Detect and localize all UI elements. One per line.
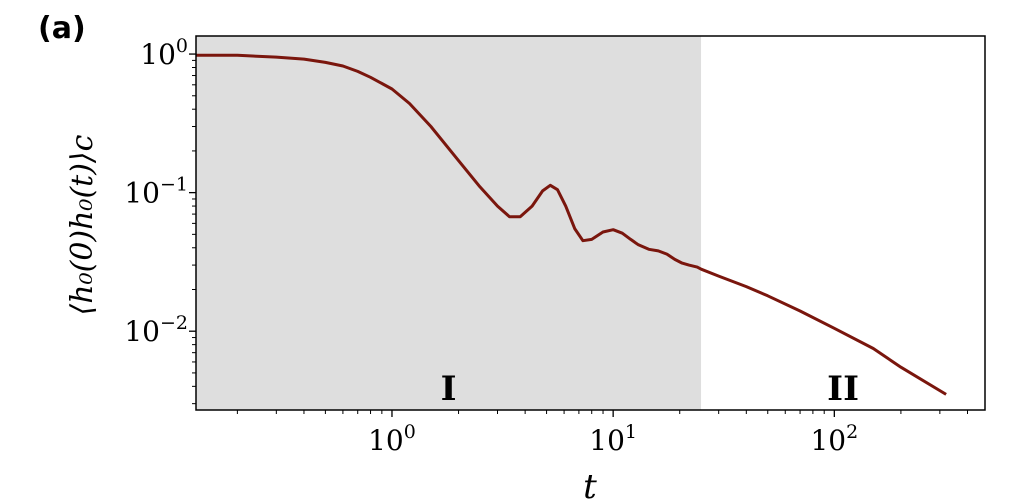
y-tick-label: 10−2 bbox=[124, 312, 188, 348]
shaded-regions bbox=[196, 36, 985, 410]
y-axis-label: ⟨h₀(0)h₀(t)⟩c bbox=[65, 134, 100, 315]
region-label-layer: I II bbox=[441, 369, 859, 409]
plot-frame bbox=[195, 35, 986, 411]
x-tick-label: 100 bbox=[368, 421, 416, 457]
y-tick-label: 10−1 bbox=[124, 174, 188, 210]
y-tick-label: 100 bbox=[140, 35, 188, 71]
series-line-1 bbox=[196, 53, 947, 396]
region-label-2: II bbox=[827, 369, 859, 409]
region-1-shading bbox=[196, 36, 702, 410]
x-tick-label: 102 bbox=[810, 421, 858, 457]
series-layer bbox=[196, 53, 947, 396]
x-axis-label: t bbox=[583, 467, 597, 502]
panel-label: (a) bbox=[38, 11, 86, 46]
x-tick-label: 101 bbox=[589, 421, 637, 457]
region-label-1: I bbox=[441, 369, 457, 409]
region-2-shading bbox=[701, 36, 985, 410]
